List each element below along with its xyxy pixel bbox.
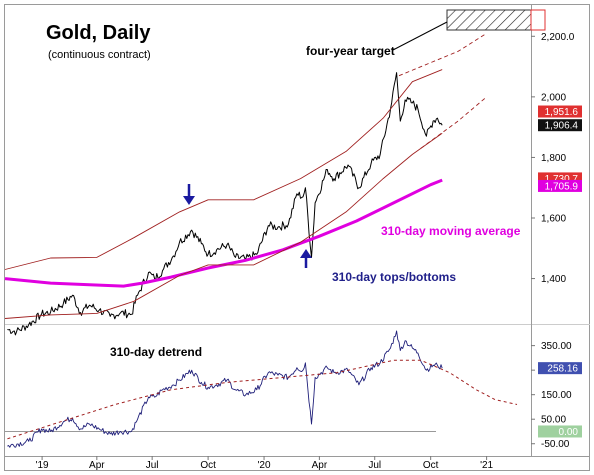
chart-title: Gold, Daily — [46, 22, 151, 44]
series-lower-band-projection-line — [420, 96, 487, 149]
value-badge-text: 258.16 — [547, 364, 578, 375]
value-badge-bg — [538, 425, 582, 438]
value-badge-bg — [538, 119, 582, 132]
value-badge: 1,705.9 — [538, 179, 582, 192]
series-price-line — [7, 72, 443, 336]
detrend-panel — [5, 330, 518, 448]
value-badge: 258.16 — [538, 362, 582, 375]
x-tick-label: '21 — [480, 460, 493, 471]
four-year-target-label: four-year target — [306, 44, 395, 58]
value-badge: 1,906.4 — [538, 119, 582, 132]
detrend-y-tick-label: -50.00 — [541, 439, 570, 450]
y-tick-label: 1,800 — [541, 153, 566, 164]
x-tick-label: '20 — [258, 460, 271, 471]
detrend-y-tick-label: 350.00 — [541, 341, 572, 352]
value-badge-text: 0.00 — [559, 427, 579, 438]
value-badge-bg — [538, 105, 582, 118]
tops-bottoms-label: 310-day tops/bottoms — [332, 270, 456, 284]
value-badge-text: 1,951.6 — [545, 107, 579, 118]
detrend-y-tick-label: 50.00 — [541, 415, 566, 426]
value-badge-bg — [538, 179, 582, 192]
y-tick-label: 2,000 — [541, 92, 566, 103]
chart-frame — [4, 4, 590, 471]
four-year-target-pointer — [392, 21, 448, 51]
detrend-y-tick-label: 150.00 — [541, 390, 572, 401]
x-tick-label: Oct — [423, 460, 439, 471]
x-tick-label: Jul — [368, 460, 381, 471]
detrend-label: 310-day detrend — [110, 345, 202, 359]
x-tick-label: Oct — [200, 460, 216, 471]
series-310-day-moving-average-line — [4, 178, 443, 288]
x-tick-label: '19 — [36, 460, 49, 471]
value-badge: 0.00 — [538, 425, 582, 438]
value-badge: 1,951.6 — [538, 105, 582, 118]
series-lower-band-line — [4, 132, 443, 319]
x-tick-label: Apr — [312, 460, 328, 471]
value-badge-text: 1,906.4 — [545, 121, 579, 132]
x-tick-label: Jul — [146, 460, 159, 471]
y-tick-label: 1,600 — [541, 214, 566, 225]
y-tick-label: 2,200.0 — [541, 32, 575, 43]
series-upper-band-line — [4, 69, 443, 270]
value-badge-bg — [538, 362, 582, 375]
series-upper-band-projection-line — [398, 32, 487, 77]
value-badge-text: 1,705.9 — [545, 181, 579, 192]
value-badges: 1,951.6 1,906.4 1,730.71,705.9 258.16 0.00 — [538, 105, 582, 438]
cycle-top-arrow-icon — [183, 184, 195, 205]
price-panel — [4, 32, 487, 336]
series-cycle-projection-line — [7, 359, 518, 440]
chart-subtitle: (continuous contract) — [48, 49, 151, 61]
four-year-target-zone — [446, 9, 544, 31]
cycle-bottom-arrow-icon — [300, 249, 312, 268]
value-badge-text: 1,730.7 — [545, 174, 579, 185]
y-tick-label: 1,400 — [541, 274, 566, 285]
moving-average-label: 310-day moving average — [381, 224, 521, 238]
x-tick-label: Apr — [89, 460, 105, 471]
target-zone-marker — [530, 9, 546, 31]
series-detrend-line — [7, 330, 443, 448]
